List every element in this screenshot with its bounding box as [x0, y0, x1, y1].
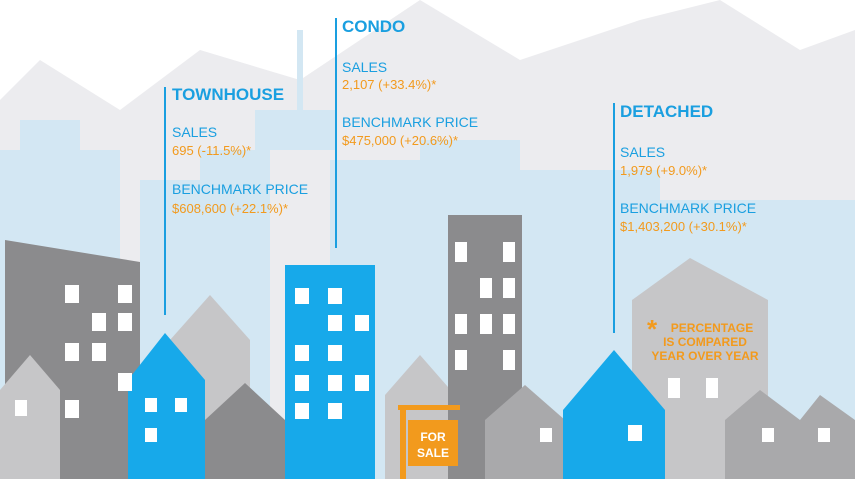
- label: SALES: [342, 59, 387, 75]
- windows: [15, 242, 830, 442]
- house: [0, 355, 60, 479]
- note-line: PERCENTAGE: [671, 321, 753, 335]
- sign-text: SALE: [417, 446, 449, 460]
- note-line: YEAR OVER YEAR: [651, 349, 758, 363]
- value: $475,000 (+20.6%)*: [342, 133, 458, 148]
- value: 2,107 (+33.4%)*: [342, 77, 436, 92]
- title: TOWNHOUSE: [172, 85, 284, 104]
- value: 695 (-11.5%)*: [172, 143, 251, 158]
- detached-house: [563, 350, 665, 479]
- sign-text: FOR: [420, 430, 446, 444]
- label: BENCHMARK PRICE: [342, 114, 478, 130]
- label: BENCHMARK PRICE: [620, 200, 756, 216]
- label: SALES: [172, 124, 217, 140]
- title: CONDO: [342, 17, 405, 36]
- callout-lines: [164, 18, 615, 333]
- house: [485, 385, 565, 479]
- value: $1,403,200 (+30.1%)*: [620, 219, 747, 234]
- title: DETACHED: [620, 102, 713, 121]
- townhouse: [128, 333, 205, 479]
- value: 1,979 (+9.0%)*: [620, 163, 707, 178]
- label: BENCHMARK PRICE: [172, 181, 308, 197]
- note-star: *: [647, 314, 658, 344]
- house: [205, 383, 285, 479]
- note-line: IS COMPARED: [663, 335, 747, 349]
- label: SALES: [620, 144, 665, 160]
- value: $608,600 (+22.1%)*: [172, 201, 288, 216]
- for-sale-sign: FOR SALE: [398, 405, 460, 479]
- house: [725, 390, 855, 479]
